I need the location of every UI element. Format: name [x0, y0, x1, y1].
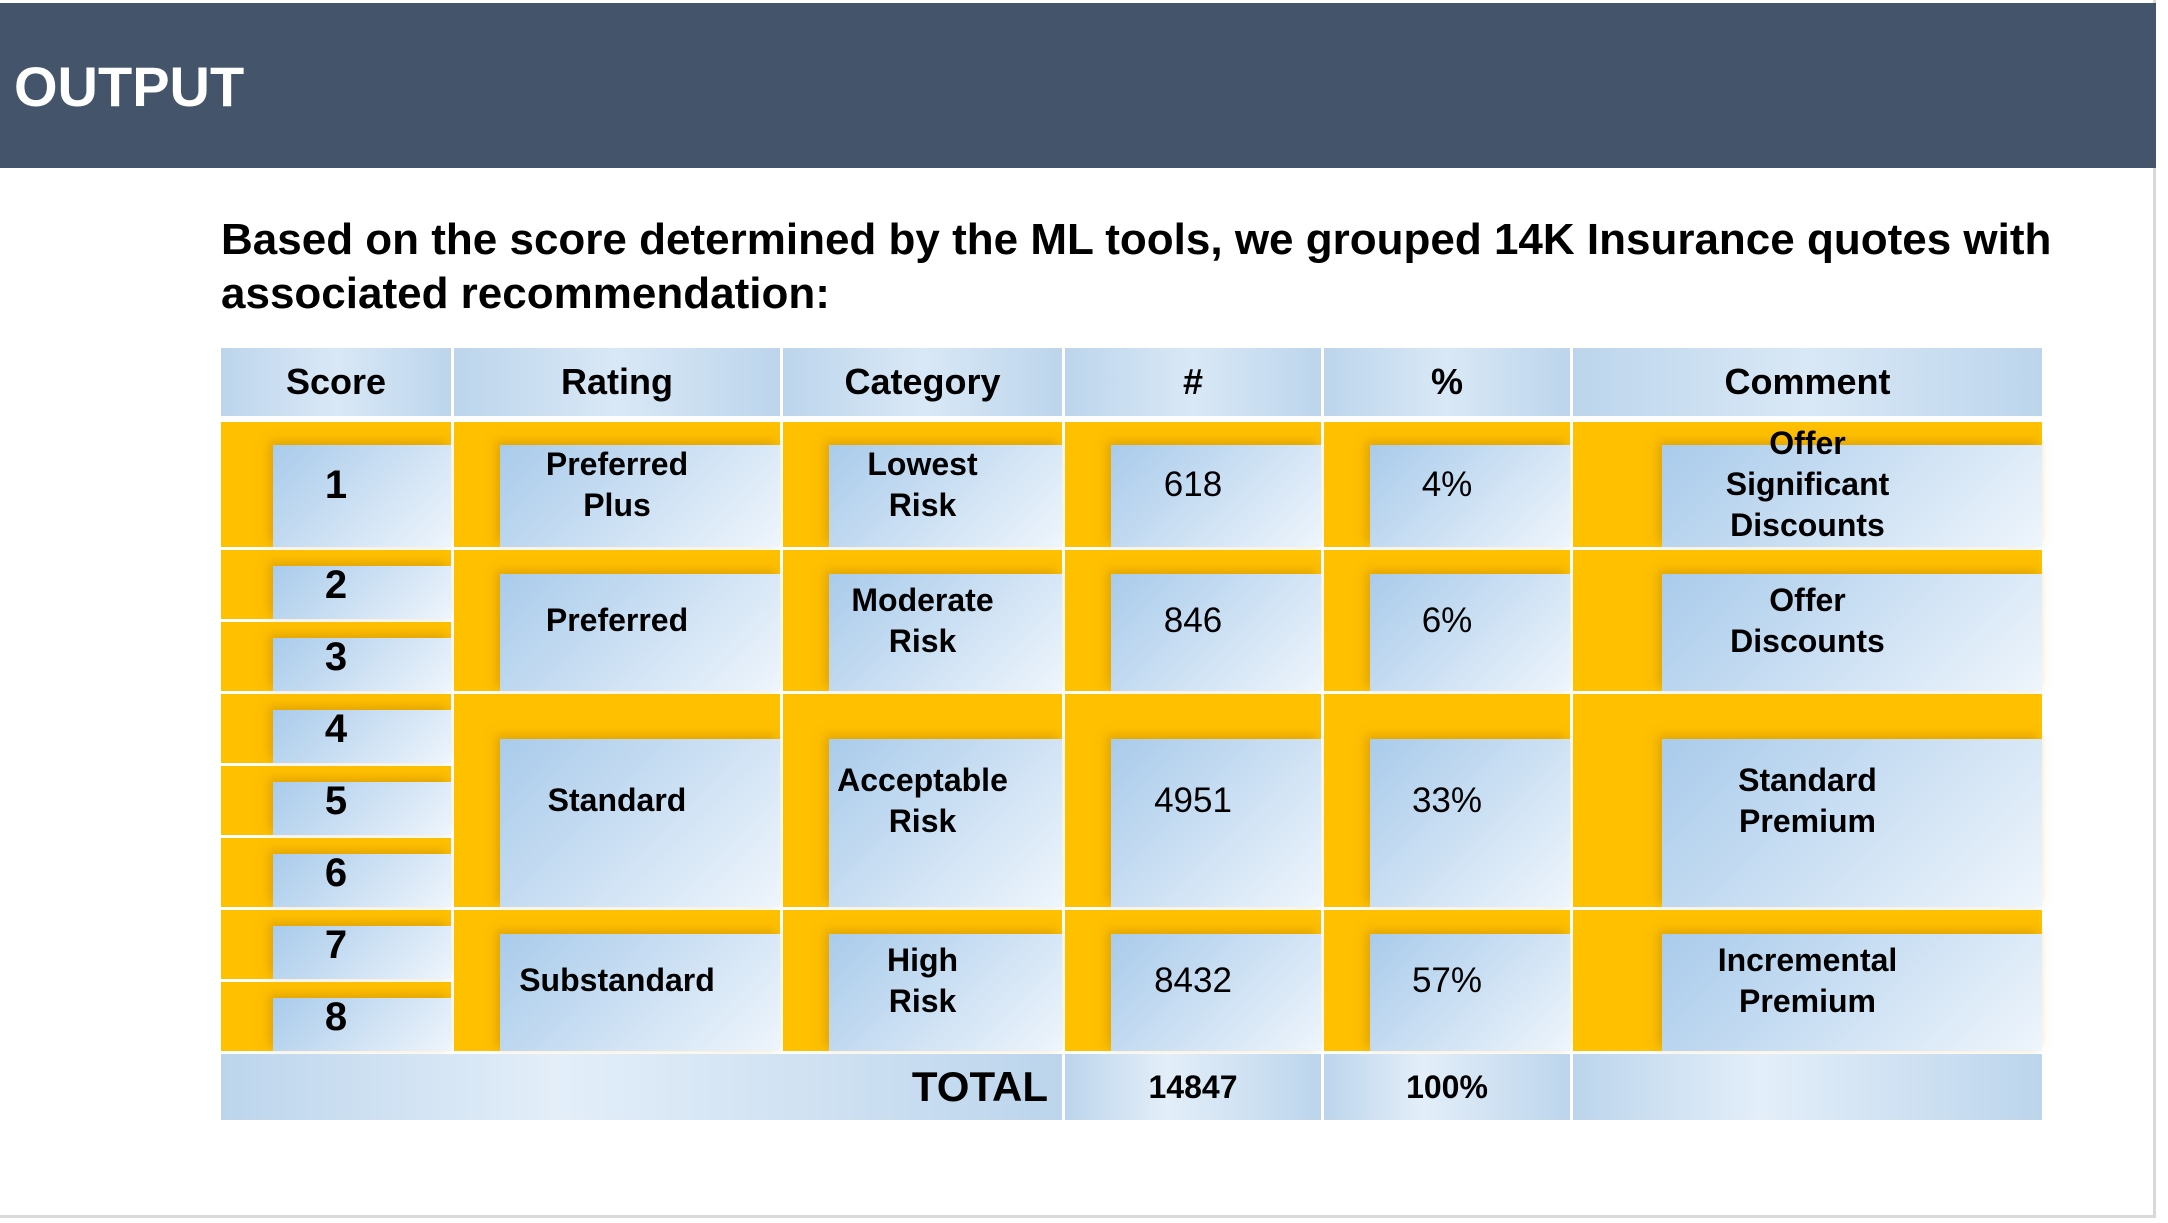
rating-cell: Standard	[454, 694, 780, 907]
category-label: Acceptable Risk	[837, 761, 1008, 839]
header-percent: %	[1324, 348, 1570, 416]
category-label: Moderate Risk	[851, 581, 994, 659]
count-cell: 846	[1065, 550, 1321, 691]
score-value: 2	[324, 562, 348, 607]
comment-label: Standard Premium	[1738, 761, 1877, 839]
count-cell: 4951	[1065, 694, 1321, 907]
count-value: 8432	[1154, 961, 1232, 1000]
category-label: High Risk	[886, 941, 959, 1019]
comment-label: Offer Discounts	[1730, 581, 1885, 659]
category-cell: Moderate Risk	[783, 550, 1062, 691]
count-value: 846	[1163, 601, 1223, 640]
score-value: 3	[324, 634, 348, 679]
rating-label: Standard	[547, 782, 687, 818]
rating-label: Substandard	[519, 962, 715, 998]
comment-cell: Offer Discounts	[1573, 550, 2042, 691]
percent-value: 33%	[1411, 781, 1483, 820]
score-cell: 1	[221, 422, 451, 547]
total-label: TOTAL	[221, 1054, 1062, 1120]
page-title: OUTPUT	[14, 55, 245, 118]
percent-cell: 6%	[1324, 550, 1570, 691]
score-cell: 3	[221, 622, 451, 691]
comment-label: Offer Significant Discounts	[1725, 425, 1890, 543]
score-cell: 6	[221, 838, 451, 907]
count-cell: 8432	[1065, 910, 1321, 1051]
header-score: Score	[221, 348, 451, 416]
comment-cell: Offer Significant Discounts	[1573, 422, 2042, 547]
percent-value: 4%	[1421, 465, 1473, 504]
rating-cell: Preferred	[454, 550, 780, 691]
percent-value: 6%	[1421, 601, 1473, 640]
count-value: 4951	[1154, 781, 1232, 820]
score-value: 8	[324, 994, 348, 1039]
category-label: Lowest Risk	[867, 445, 978, 523]
header-comment: Comment	[1573, 348, 2042, 416]
comment-cell: Incremental Premium	[1573, 910, 2042, 1051]
score-cell: 4	[221, 694, 451, 763]
total-count: 14847	[1065, 1054, 1321, 1120]
score-value: 7	[324, 922, 348, 967]
percent-value: 57%	[1411, 961, 1483, 1000]
score-cell: 7	[221, 910, 451, 979]
score-value: 1	[324, 462, 348, 507]
intro-text: Based on the score determined by the ML …	[221, 215, 2052, 318]
comment-cell: Standard Premium	[1573, 694, 2042, 907]
category-cell: Acceptable Risk	[783, 694, 1062, 907]
rating-cell: Preferred Plus	[454, 422, 780, 547]
score-cell: 8	[221, 982, 451, 1051]
count-value: 618	[1163, 465, 1223, 504]
count-cell: 618	[1065, 422, 1321, 547]
score-value: 4	[324, 706, 348, 751]
rating-cell: Substandard	[454, 910, 780, 1051]
header-category: Category	[783, 348, 1062, 416]
header-band: OUTPUT	[0, 3, 2156, 168]
percent-cell: 4%	[1324, 422, 1570, 547]
rating-label: Preferred	[545, 602, 689, 638]
category-cell: High Risk	[783, 910, 1062, 1051]
header-count: #	[1065, 348, 1321, 416]
score-cell: 5	[221, 766, 451, 835]
percent-cell: 33%	[1324, 694, 1570, 907]
category-cell: Lowest Risk	[783, 422, 1062, 547]
score-cell: 2	[221, 550, 451, 619]
percent-cell: 57%	[1324, 910, 1570, 1051]
total-percent: 100%	[1324, 1054, 1570, 1120]
total-comment-empty	[1573, 1054, 2042, 1120]
header-rating: Rating	[454, 348, 780, 416]
score-value: 6	[324, 850, 348, 895]
score-value: 5	[324, 778, 348, 823]
rating-label: Preferred Plus	[545, 445, 689, 523]
comment-label: Incremental Premium	[1717, 941, 1898, 1019]
